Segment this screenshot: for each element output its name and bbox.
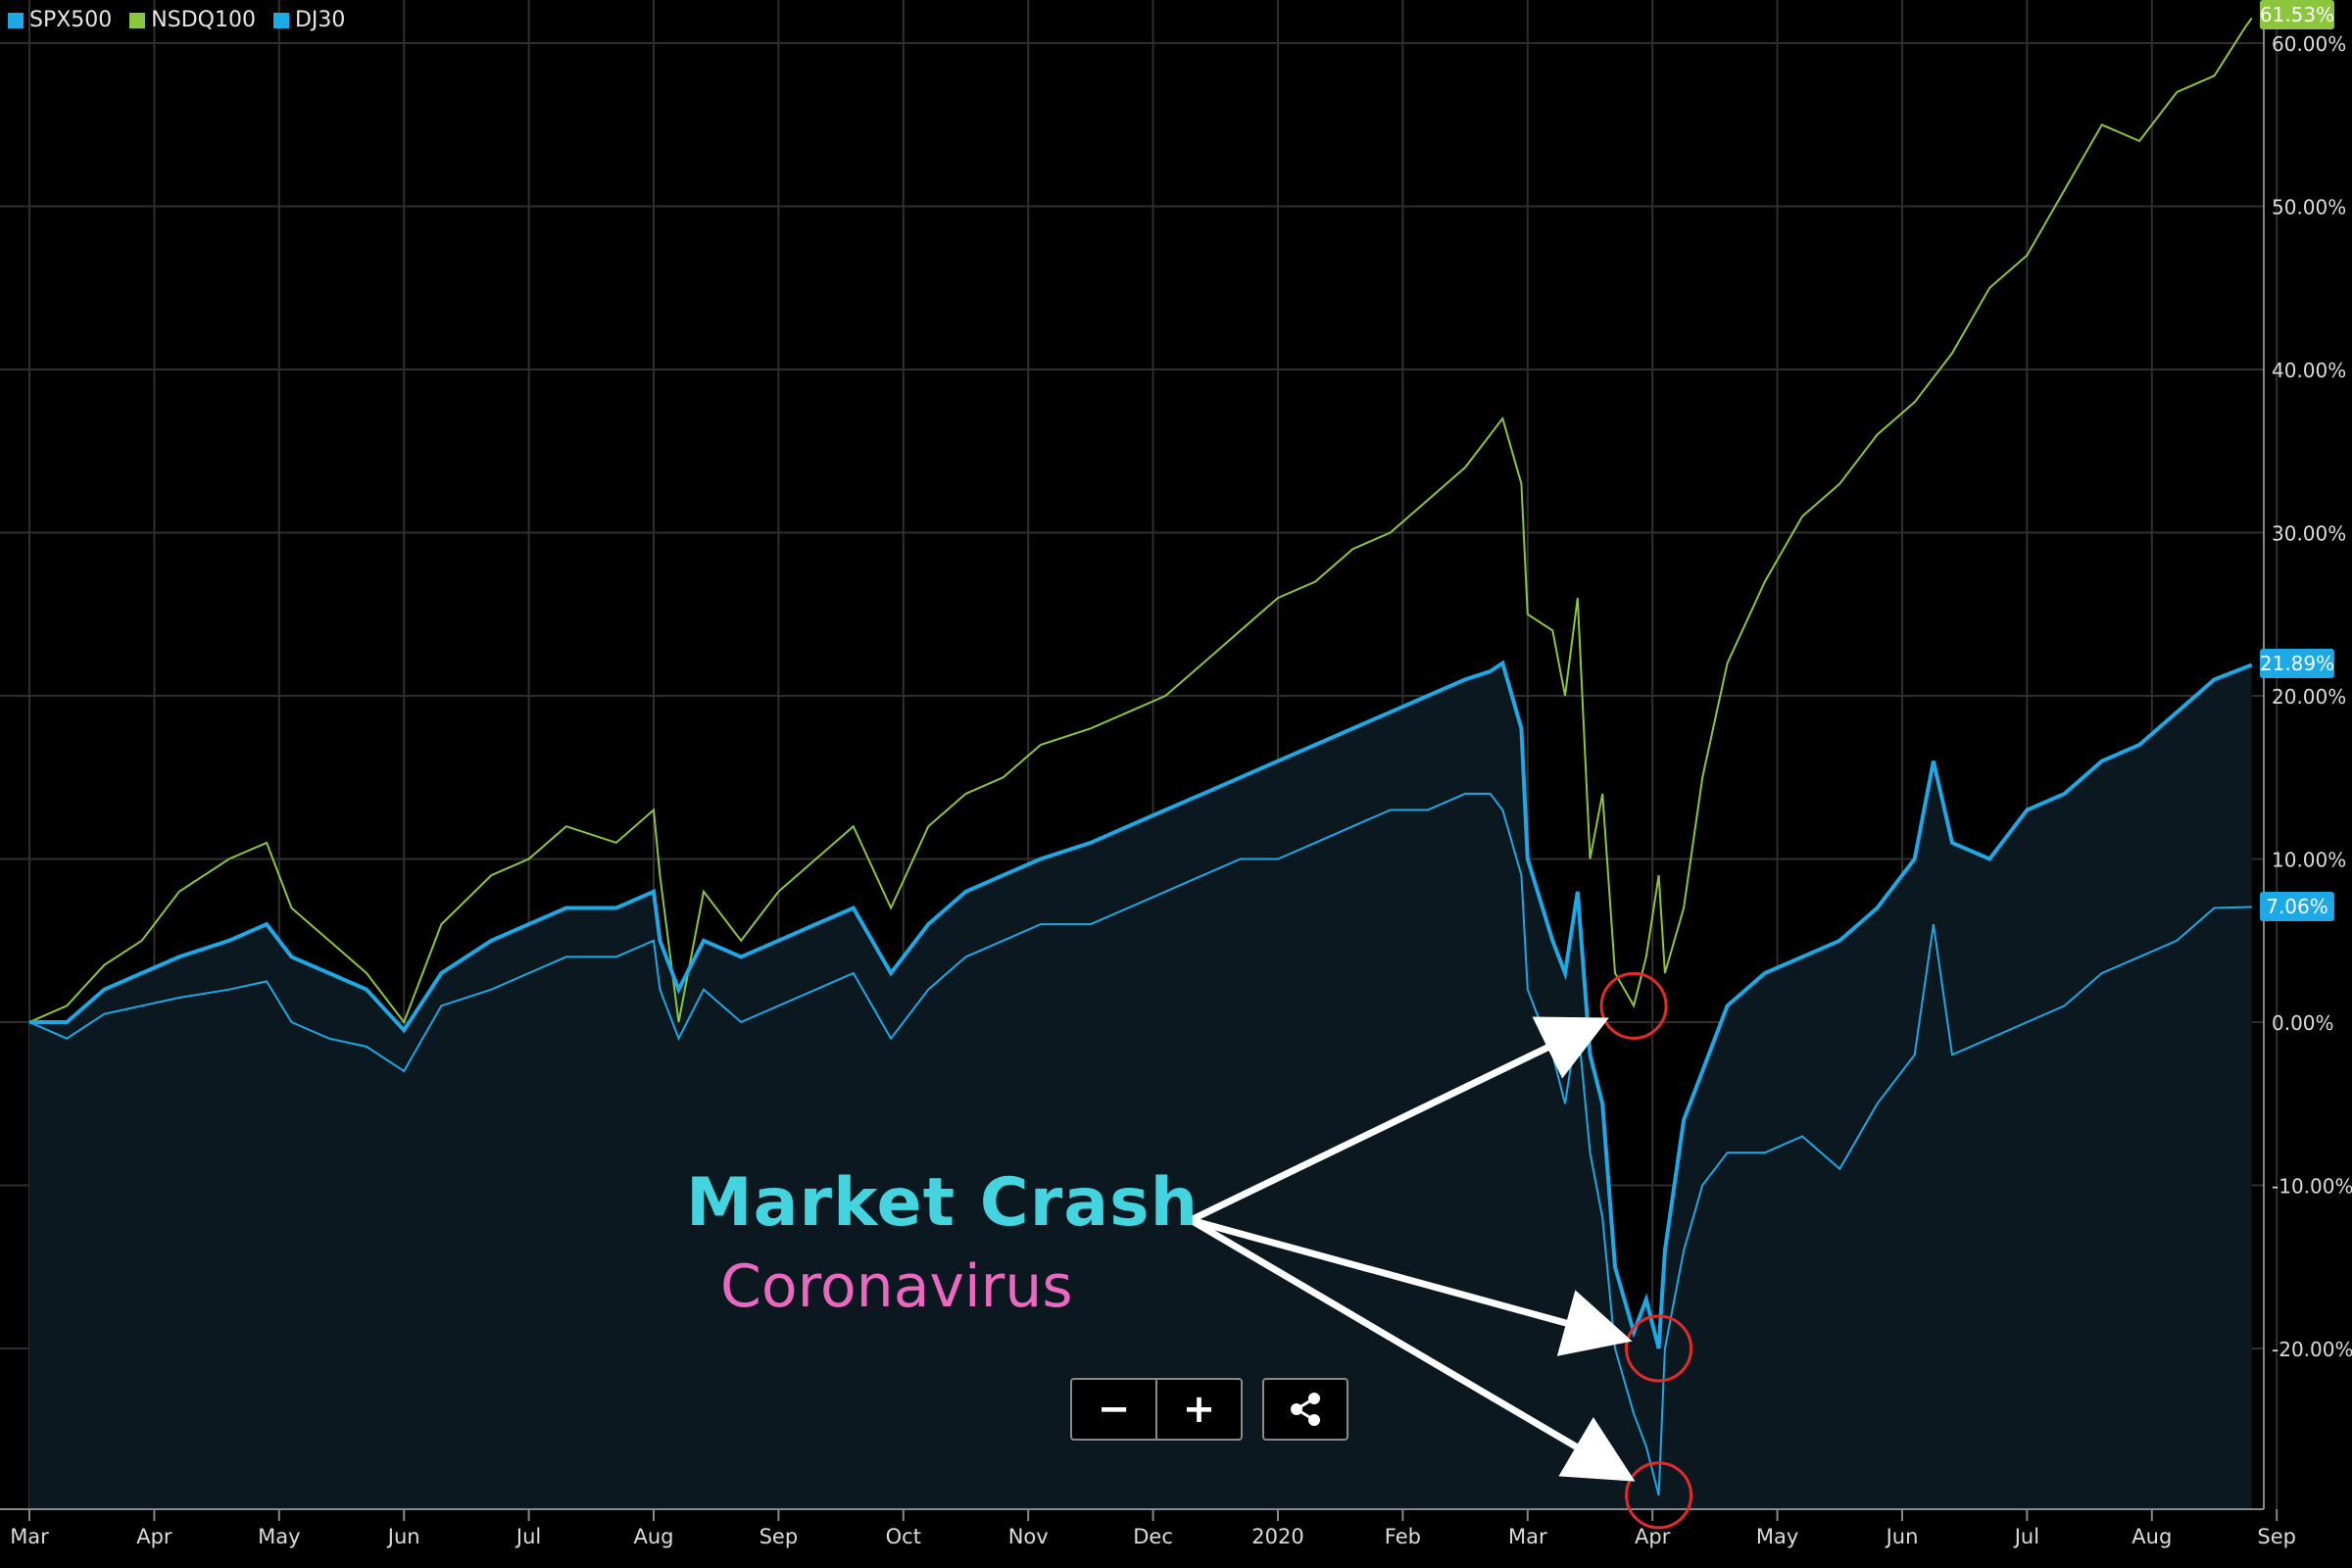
series-line-nsdq100[interactable] [28,17,2253,1025]
annotation-subtitle: Coronavirus [720,1252,1073,1321]
legend-label-dj30: DJ30 [294,8,346,32]
share-button[interactable] [1262,1378,1348,1441]
plus-icon: + [1182,1387,1216,1432]
x-tick-label: Jul [2013,1525,2039,1548]
crash-circle [1599,971,1668,1040]
x-tick-label: Aug [2132,1525,2172,1548]
x-tick-label: Oct [886,1525,921,1548]
y-tick-label: 60.00% [2272,32,2346,56]
spx-last-value-badge: 21.89% [2260,649,2334,678]
x-tick-label: Apr [136,1525,172,1548]
share-icon [1291,1393,1320,1426]
y-tick-label: 30.00% [2272,522,2346,546]
x-tick-label: Jun [386,1525,420,1548]
minus-icon: − [1097,1387,1131,1432]
zoom-out-button[interactable]: − [1072,1380,1155,1439]
legend: SPX500 NSDQ100 DJ30 [8,8,345,32]
zoom-controls: − + [1070,1378,1243,1441]
legend-label-spx500: SPX500 [29,8,113,32]
y-tick-label: 20.00% [2272,685,2346,709]
x-tick-label: Mar [1508,1525,1547,1548]
y-tick-label: -10.00% [2272,1175,2352,1199]
y-axis: -20.00% -10.00% 0.00% 10.00% 20.00% 30.00% 40.… [2263,0,2352,1509]
x-tick-label: Sep [2257,1525,2296,1548]
y-tick-label: -20.00% [2272,1338,2352,1361]
annotation-arrow [1190,1216,1633,1356]
series-lines [28,17,2253,1496]
x-tick-label: 2020 [1251,1525,1303,1548]
y-tick-label: 0.00% [2272,1011,2334,1035]
x-tick-label: Sep [760,1525,799,1548]
legend-item-spx500[interactable]: SPX500 [8,8,112,32]
x-tick-label: Nov [1008,1525,1049,1548]
x-tick-label: Jun [1885,1525,1919,1548]
x-tick-label: Apr [1635,1525,1671,1548]
annotation-arrow [1189,1216,1636,1482]
legend-label-nsdq100: NSDQ100 [151,8,256,32]
zoom-in-button[interactable]: + [1155,1380,1241,1439]
x-tick-label: May [1756,1525,1798,1548]
x-axis: Mar Apr May Jun Jul Aug Sep Oct Nov Dec 2020 Feb Mar… [0,1508,2296,1548]
x-tick-label: Mar [10,1525,49,1548]
legend-swatch-nsdq100 [129,12,146,28]
spx-area-fill [29,662,2252,1509]
annotation-arrow [1189,1016,1609,1224]
spx500-area [29,662,2252,1509]
series-line-dj30[interactable] [28,792,2252,1496]
series-line-spx500[interactable] [29,660,2253,1349]
x-tick-label: Dec [1133,1525,1173,1548]
dj-last-value-badge: 7.06% [2260,892,2334,921]
legend-swatch-dj30 [272,12,289,28]
legend-item-nsdq100[interactable]: NSDQ100 [129,8,256,32]
legend-swatch-spx500 [8,12,24,28]
crash-circle [1625,1461,1693,1530]
x-tick-label: Feb [1385,1525,1421,1548]
annotation-title: Market Crash [686,1164,1199,1242]
x-tick-label: May [258,1525,300,1548]
x-tick-label: Aug [633,1525,673,1548]
crash-markers [1189,971,1693,1530]
y-tick-label: 40.00% [2272,359,2346,382]
x-tick-label: Jul [514,1525,541,1548]
y-tick-label: 50.00% [2272,196,2346,220]
y-tick-label: 10.00% [2272,849,2346,872]
legend-item-dj30[interactable]: DJ30 [272,8,346,32]
nsdq-last-value-badge: 61.53% [2260,0,2334,29]
